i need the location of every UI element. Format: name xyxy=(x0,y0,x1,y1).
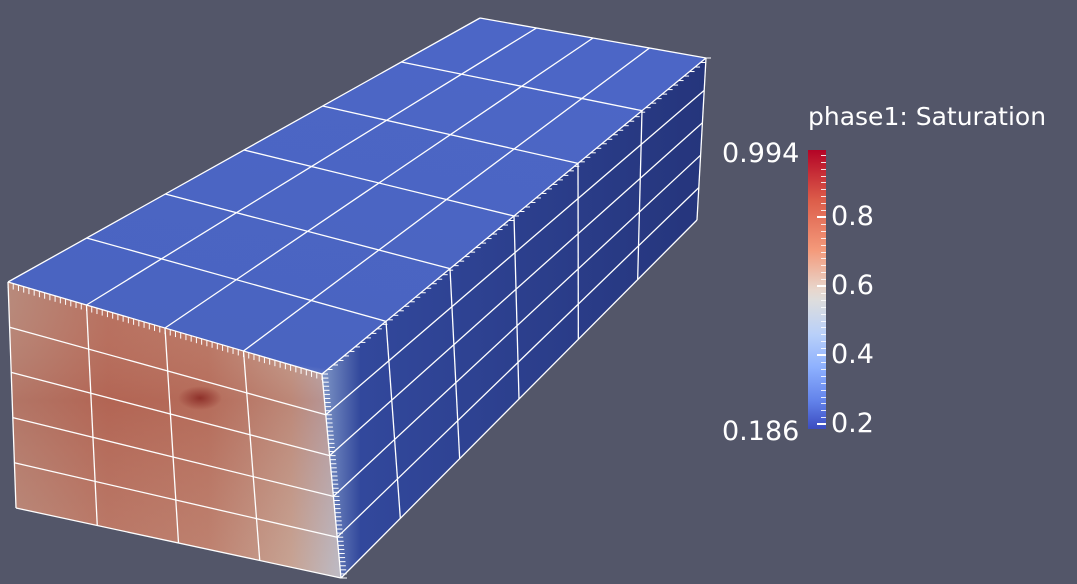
colorbar-minor-tick xyxy=(821,237,826,239)
mesh-grid-lines xyxy=(7,17,707,579)
colorbar-minor-tick xyxy=(821,203,826,205)
colorbar-minor-tick xyxy=(821,272,826,274)
colorbar-tick-label: 0.2 xyxy=(831,408,874,440)
colorbar-tick-label: 0.8 xyxy=(831,200,874,232)
colorbar-minor-tick xyxy=(821,382,826,384)
side-grid-line xyxy=(336,187,700,538)
colorbar-minor-tick xyxy=(821,417,826,419)
colorbar-minor-tick xyxy=(821,313,826,315)
front-grid-line xyxy=(85,304,98,526)
front-grid-line xyxy=(11,371,330,457)
box-side-face xyxy=(322,58,706,578)
colorbar-range-min: 0.186 xyxy=(722,416,800,447)
box-front-shading xyxy=(8,282,341,578)
colorbar-minor-tick xyxy=(821,168,826,170)
front-grid-line xyxy=(242,350,261,561)
side-grid-line xyxy=(325,89,705,416)
top-grid-line xyxy=(86,237,387,322)
colorbar-minor-tick xyxy=(821,251,826,253)
colorbar-minor-tick xyxy=(821,258,826,260)
box-edge xyxy=(7,281,17,509)
hotspot xyxy=(178,386,222,410)
colorbar-minor-tick xyxy=(821,210,826,212)
colorbar-minor-tick xyxy=(821,368,826,370)
colorbar-minor-tick xyxy=(821,362,826,363)
side-grid-line xyxy=(449,268,461,459)
colorbar-title: phase1: Saturation xyxy=(808,102,1047,131)
colorbar-minor-tick xyxy=(821,320,826,322)
colorbar-minor-tick xyxy=(821,299,826,301)
side-grid-line xyxy=(513,215,520,400)
front-grid-line xyxy=(12,416,334,498)
side-grid-line xyxy=(332,154,702,497)
box-edge xyxy=(696,57,707,221)
top-grid-line xyxy=(322,105,579,164)
colorbar-range-max: 0.994 xyxy=(722,138,800,169)
colorbar-minor-tick xyxy=(821,196,826,198)
colorbar-minor-tick xyxy=(821,279,826,281)
top-grid-line xyxy=(401,61,643,112)
axis-edge-ticks xyxy=(7,57,711,579)
colorbar-minor-tick xyxy=(821,341,826,343)
colorbar-minor-tick xyxy=(821,327,826,329)
top-grid-line xyxy=(165,193,451,270)
colorbar-minor-tick xyxy=(821,154,826,156)
side-grid-line xyxy=(385,321,401,519)
colorbar-minor-tick xyxy=(821,396,826,398)
colorbar-minor-tick xyxy=(821,389,826,391)
colorbar-minor-tick xyxy=(821,375,826,377)
front-grid-line xyxy=(9,326,326,416)
side-grid-line xyxy=(329,122,703,457)
front-grid-line xyxy=(14,462,338,538)
colorbar-minor-tick xyxy=(821,334,826,336)
colorbar-minor-tick xyxy=(821,244,826,246)
colorbar-minor-tick xyxy=(821,175,826,177)
colorbar-minor-tick xyxy=(821,265,826,267)
colorbar-minor-tick xyxy=(821,230,826,232)
colorbar-tick-label: 0.6 xyxy=(831,270,874,302)
colorbar-gradient xyxy=(808,150,826,429)
colorbar-minor-tick xyxy=(821,161,826,163)
side-grid-line xyxy=(637,110,643,280)
front-grid-line xyxy=(164,327,180,544)
colorbar-minor-tick xyxy=(821,182,826,184)
colorbar-minor-tick xyxy=(821,355,826,357)
top-grid-line xyxy=(243,149,515,217)
colorbar-minor-tick xyxy=(821,424,826,426)
box-top-face xyxy=(8,18,706,374)
colorbar-minor-tick xyxy=(821,348,826,350)
colorbar-tick-label: 0.4 xyxy=(831,339,874,371)
colorbar-minor-tick xyxy=(821,223,826,225)
colorbar-minor-tick xyxy=(821,306,826,308)
colorbar-minor-tick xyxy=(821,292,826,294)
colorbar-minor-tick xyxy=(821,189,826,191)
colorbar-minor-tick xyxy=(821,286,826,288)
colorbar-minor-tick xyxy=(821,410,826,412)
colorbar-minor-tick xyxy=(821,216,826,218)
colorbar-minor-tick xyxy=(821,403,826,405)
